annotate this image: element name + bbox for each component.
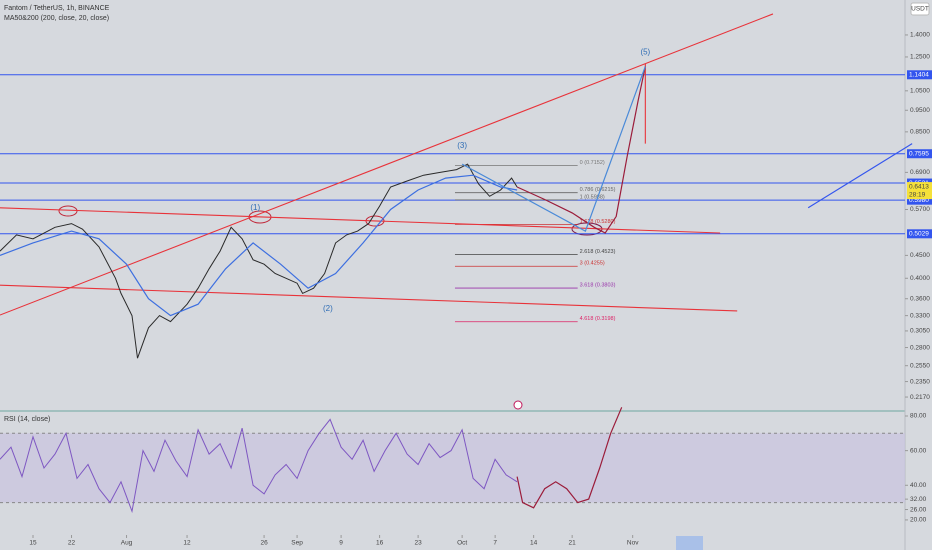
y-tick-label: 0.3050 [910, 328, 930, 335]
last-price: 0.6413 [909, 183, 929, 190]
chart-title: Fantom / TetherUS, 1h, BINANCE [4, 5, 110, 12]
rsi-band [0, 433, 905, 503]
fib-label: 0.786 (0.6215) [580, 187, 616, 193]
y-tick-label: 0.5700 [910, 206, 930, 213]
level-tag [907, 229, 932, 239]
currency: USDT [911, 6, 929, 13]
fib-label: 2.618 (0.4523) [580, 249, 616, 255]
wave-label: (2) [323, 304, 333, 313]
trend-line [807, 143, 913, 209]
series-line [461, 66, 646, 232]
fib-label: 1.618 (0.5280) [580, 219, 616, 225]
x-tick-label: 26 [260, 540, 268, 547]
y-tick-label: 0.2550 [910, 362, 930, 369]
y-tick-label: 0.9500 [910, 107, 930, 114]
countdown: 28:19 [909, 191, 926, 198]
y-tick-label: 1.4000 [910, 32, 930, 39]
y-tick-label: 0.8500 [910, 129, 930, 136]
fib-label: 0 (0.7152) [580, 160, 605, 166]
x-tick-label: Sep [291, 540, 303, 547]
x-tick-label: 9 [339, 540, 343, 547]
fib-label: 3.618 (0.3803) [580, 283, 616, 289]
x-tick-label: Nov [627, 540, 639, 547]
x-tick-label: 15 [29, 540, 37, 547]
level-label: 0.5029 [909, 231, 929, 238]
wave-label: (1) [250, 203, 260, 212]
x-tick-label: 21 [569, 540, 577, 547]
rsi-label: RSI (14, close) [4, 416, 50, 423]
y-tick-label: 1.2500 [910, 54, 930, 61]
level-label: 0.5980 [909, 197, 929, 204]
y-tick-label: 0.6900 [910, 169, 930, 176]
x-tick-label: 16 [376, 540, 384, 547]
x-tick-label: 23 [414, 540, 422, 547]
price-tag [907, 182, 932, 200]
x-tick-label: 22 [68, 540, 76, 547]
y-tick-label: 26.00 [910, 506, 927, 513]
x-tick-label: Oct [457, 540, 467, 547]
series-line [0, 418, 518, 514]
series-line [0, 174, 518, 317]
y-tick-label: 0.4000 [910, 275, 930, 282]
level-tag [907, 195, 932, 205]
fib-label: 1 (0.5988) [580, 194, 605, 200]
currency-box [910, 2, 930, 16]
x-tick-label: 14 [530, 540, 538, 547]
y-tick-label: 0.2350 [910, 378, 930, 385]
trend-line [0, 284, 738, 312]
indicator-label: MA50&200 (200, close, 20, close) [4, 15, 109, 22]
level-tag [907, 149, 932, 159]
y-tick-label: 40.00 [910, 482, 927, 489]
y-tick-label: 32.00 [910, 496, 927, 503]
y-tick-label: 20.00 [910, 517, 927, 524]
series-line [516, 407, 623, 509]
level-label: 0.7595 [909, 150, 929, 157]
x-tick-label: 7 [493, 540, 497, 547]
y-tick-label: 60.00 [910, 447, 927, 454]
y-tick-label: 0.3300 [910, 312, 930, 319]
series-line [0, 163, 518, 359]
series-line [516, 66, 646, 234]
y-tick-label: 0.4500 [910, 252, 930, 259]
wave-label: (5) [640, 47, 650, 56]
y-tick-label: 0.3600 [910, 295, 930, 302]
trend-line [0, 207, 721, 234]
y-tick-label: 80.00 [910, 413, 927, 420]
y-tick-label: 0.2800 [910, 344, 930, 351]
time-highlight [676, 536, 703, 550]
x-tick-label: 12 [183, 540, 191, 547]
y-tick-label: 0.2170 [910, 394, 930, 401]
wave-label: (3) [457, 141, 467, 150]
trend-line [0, 13, 774, 316]
fib-label: 4.618 (0.3198) [580, 316, 616, 322]
level-label: 1.1404 [909, 72, 929, 79]
level-tag [907, 70, 932, 80]
y-tick-label: 1.0500 [910, 88, 930, 95]
event-icon [513, 400, 523, 410]
x-tick-label: Aug [121, 540, 133, 547]
fib-label: 3 (0.4255) [580, 261, 605, 267]
